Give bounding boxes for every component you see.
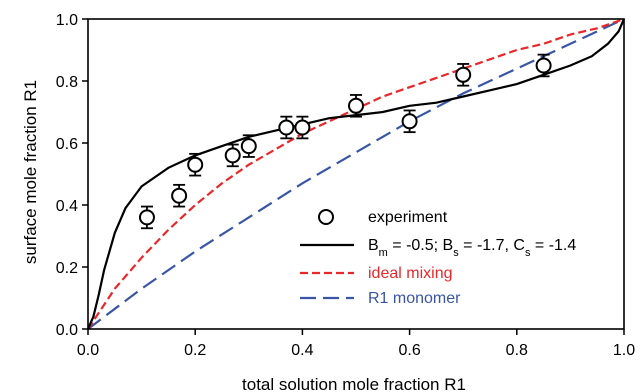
plot-frame <box>87 18 625 330</box>
x-tick-label: 1.0 <box>613 342 635 359</box>
x-tick-label: 0.4 <box>291 342 313 359</box>
data-point-experiment <box>348 94 364 118</box>
plot-points <box>138 53 552 230</box>
data-point-experiment <box>535 53 552 78</box>
x-axis: 0.0 0.2 0.4 0.6 0.8 1.0 <box>77 329 635 359</box>
y-tick-label: 1.0 <box>56 12 78 29</box>
legend-label-r1-monomer: R1 monomer <box>368 290 461 307</box>
data-marker <box>294 119 311 136</box>
y-tick-label: 0.2 <box>56 260 78 277</box>
data-marker <box>455 66 472 83</box>
data-point-experiment <box>171 183 188 208</box>
data-marker <box>278 119 295 136</box>
series-line-model <box>86 18 626 330</box>
data-marker <box>138 209 155 226</box>
data-marker <box>224 147 241 164</box>
legend-label-ideal-mixing: ideal mixing <box>368 265 452 282</box>
data-marker <box>240 138 257 155</box>
y-tick-label: 0.8 <box>56 74 78 91</box>
data-point-experiment <box>278 115 295 140</box>
data-point-experiment <box>240 134 257 158</box>
data-point-experiment <box>138 205 155 230</box>
legend-item-experiment: experiment <box>318 209 448 226</box>
y-tick-label: 0.4 <box>56 198 78 215</box>
data-marker <box>187 156 204 173</box>
data-point-experiment <box>187 152 204 177</box>
data-marker <box>348 97 364 114</box>
legend-label-model: Bm = -0.5; Bs = -1.7, Cs = -1.4 <box>368 237 576 259</box>
data-point-experiment <box>455 63 472 87</box>
x-tick-label: 0.0 <box>77 342 99 359</box>
data-point-experiment <box>294 115 311 140</box>
legend-item-ideal-mixing: ideal mixing <box>300 265 452 282</box>
x-axis-label: total solution mole fraction R1 <box>242 375 466 392</box>
y-tick-label: 0.6 <box>56 136 78 153</box>
data-point-experiment <box>401 109 418 134</box>
data-marker <box>401 113 418 130</box>
legend-item-r1-monomer: R1 monomer <box>300 290 461 307</box>
data-marker <box>171 187 188 204</box>
y-axis: 0.0 0.2 0.4 0.6 0.8 1.0 <box>56 12 88 339</box>
legend-label-experiment: experiment <box>368 209 448 226</box>
legend-marker-experiment <box>318 209 334 225</box>
legend-item-model: Bm = -0.5; Bs = -1.7, Cs = -1.4 <box>300 237 576 259</box>
x-tick-label: 0.6 <box>398 342 420 359</box>
x-tick-label: 0.2 <box>184 342 206 359</box>
y-tick-label: 0.0 <box>56 322 78 339</box>
data-point-experiment <box>224 143 241 168</box>
data-marker <box>535 57 552 74</box>
x-tick-label: 0.8 <box>506 342 528 359</box>
y-axis-label: surface mole fraction R1 <box>21 80 40 264</box>
legend: experiment Bm = -0.5; Bs = -1.7, Cs = -1… <box>300 209 576 307</box>
